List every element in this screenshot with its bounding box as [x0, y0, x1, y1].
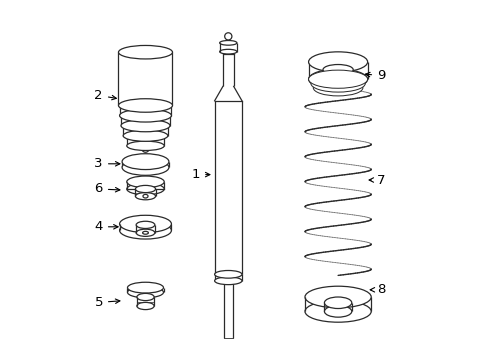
Ellipse shape — [136, 229, 155, 237]
Ellipse shape — [142, 166, 148, 168]
Ellipse shape — [308, 70, 367, 88]
Ellipse shape — [214, 277, 242, 285]
Ellipse shape — [120, 222, 171, 239]
Ellipse shape — [123, 130, 167, 141]
Ellipse shape — [135, 193, 155, 200]
Ellipse shape — [322, 73, 352, 85]
Ellipse shape — [324, 297, 351, 309]
Ellipse shape — [219, 49, 237, 54]
Ellipse shape — [142, 194, 148, 198]
Text: 7: 7 — [368, 174, 385, 186]
Ellipse shape — [118, 45, 172, 59]
Ellipse shape — [308, 69, 367, 89]
Ellipse shape — [122, 154, 168, 170]
Ellipse shape — [137, 302, 154, 310]
Ellipse shape — [127, 287, 163, 298]
Text: 3: 3 — [94, 157, 120, 170]
Ellipse shape — [126, 141, 164, 150]
Ellipse shape — [310, 75, 365, 92]
Ellipse shape — [305, 301, 370, 322]
Ellipse shape — [136, 221, 155, 229]
Ellipse shape — [121, 120, 170, 132]
Ellipse shape — [313, 80, 362, 96]
Ellipse shape — [214, 270, 242, 278]
Text: 4: 4 — [94, 220, 118, 233]
Ellipse shape — [142, 145, 149, 152]
Ellipse shape — [137, 293, 154, 301]
Text: 8: 8 — [369, 283, 385, 296]
Ellipse shape — [118, 99, 172, 112]
Text: 9: 9 — [365, 69, 385, 82]
Ellipse shape — [224, 33, 231, 40]
Ellipse shape — [142, 231, 148, 234]
Ellipse shape — [126, 176, 164, 188]
Ellipse shape — [305, 286, 370, 308]
Ellipse shape — [120, 215, 171, 233]
Text: 6: 6 — [94, 183, 120, 195]
Ellipse shape — [322, 64, 352, 75]
Ellipse shape — [219, 40, 237, 45]
Ellipse shape — [127, 282, 163, 293]
Ellipse shape — [308, 52, 367, 72]
Ellipse shape — [122, 159, 168, 175]
Text: 2: 2 — [94, 89, 116, 102]
Ellipse shape — [120, 109, 171, 122]
Text: 1: 1 — [191, 168, 209, 181]
Ellipse shape — [126, 183, 164, 195]
Text: 5: 5 — [94, 296, 120, 309]
Ellipse shape — [135, 185, 155, 193]
Ellipse shape — [324, 306, 351, 317]
